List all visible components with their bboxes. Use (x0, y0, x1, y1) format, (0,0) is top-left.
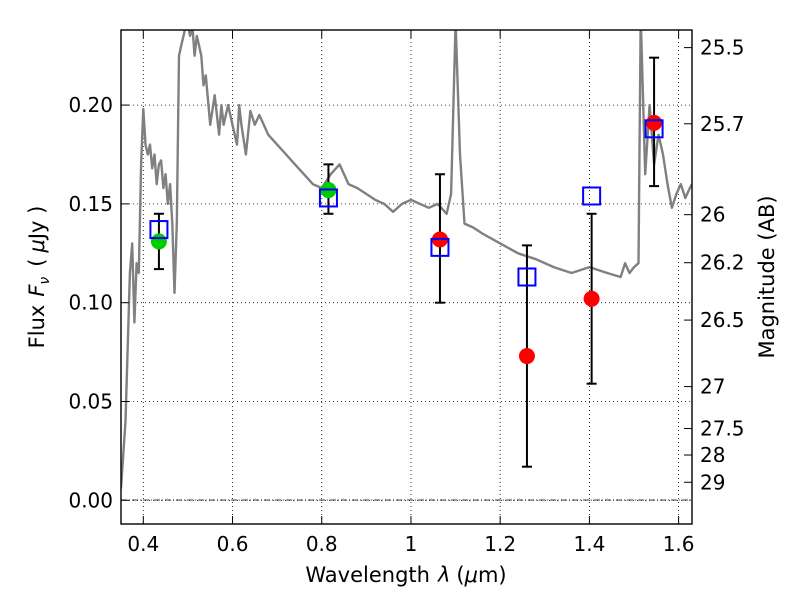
x-tick-label: 1.2 (484, 532, 516, 556)
y2-tick-label: 25.7 (700, 112, 745, 136)
y-label-text: Flux (25, 305, 49, 349)
red-point (583, 290, 600, 307)
x-label-unit-rest: m) (478, 563, 507, 587)
y2-axis-label: Magnitude (AB) (755, 195, 779, 358)
y-label-symbol: F (25, 284, 49, 297)
grid (121, 30, 692, 524)
y-tick-label: 0.15 (68, 192, 113, 216)
x-tick-label: 0.4 (127, 532, 159, 556)
blue-square-point (517, 267, 537, 287)
data-markers (149, 114, 664, 365)
x-label-text: Wavelength (305, 563, 430, 587)
y2-tick-label: 25.5 (700, 36, 745, 60)
model-sed-line (121, 30, 692, 489)
y-tick-label: 0.10 (68, 291, 113, 315)
y-axis-label: Flux Fν ( μJy ) (25, 206, 53, 349)
x-tick-label: 0.8 (306, 532, 338, 556)
y2-tick-label: 29 (700, 470, 725, 494)
y2-tick-label: 27 (700, 375, 725, 399)
blue-square-point (318, 188, 338, 208)
x-label-unit-mu: μ (464, 563, 478, 587)
y-label-subscript: ν (37, 277, 53, 285)
blue-square-point (582, 186, 602, 206)
green-point (150, 233, 167, 250)
x-tick-label: 0.6 (217, 532, 249, 556)
x-label-unit-open: ( (456, 563, 464, 587)
x-axis-label: Wavelength λ (μm) (305, 563, 506, 587)
y-label-unit-open: ( (25, 259, 49, 267)
red-point (518, 348, 535, 365)
blue-square-point (430, 237, 450, 257)
y2-tick-label: 26.2 (700, 251, 745, 275)
y2-tick-label: 26 (700, 203, 725, 227)
x-tick-label: 1 (405, 532, 418, 556)
red-point (646, 114, 663, 131)
y-label-unit-mu: μ (25, 239, 49, 253)
y-tick-label: 0.20 (68, 93, 113, 117)
errorbars (153, 56, 660, 468)
y2-tick-label: 28 (700, 443, 725, 467)
x-tick-label: 1.6 (663, 532, 695, 556)
y2-axis: 25.5 25.7 26 26.2 26.5 27 27.528 29 (684, 36, 745, 494)
x-label-symbol: λ (437, 563, 450, 587)
y-tick-label: 0.05 (68, 389, 113, 413)
plot-area (121, 30, 692, 501)
x-axis: 0.4 0.6 0.8 1 1.2 1.4 1.6 (127, 30, 695, 556)
y-label-unit-rest: Jy ) (25, 206, 49, 242)
y2-tick-label: 27.5 (700, 417, 745, 441)
y-tick-label: 0.00 (68, 488, 113, 512)
y-axis: 0.00 0.05 0.10 0.15 0.20 (68, 93, 129, 512)
blue-square-point (644, 119, 664, 139)
x-tick-label: 1.4 (573, 532, 605, 556)
plot-frame (120, 29, 693, 525)
y2-tick-label: 26.5 (700, 308, 745, 332)
blue-square-point (149, 220, 169, 240)
